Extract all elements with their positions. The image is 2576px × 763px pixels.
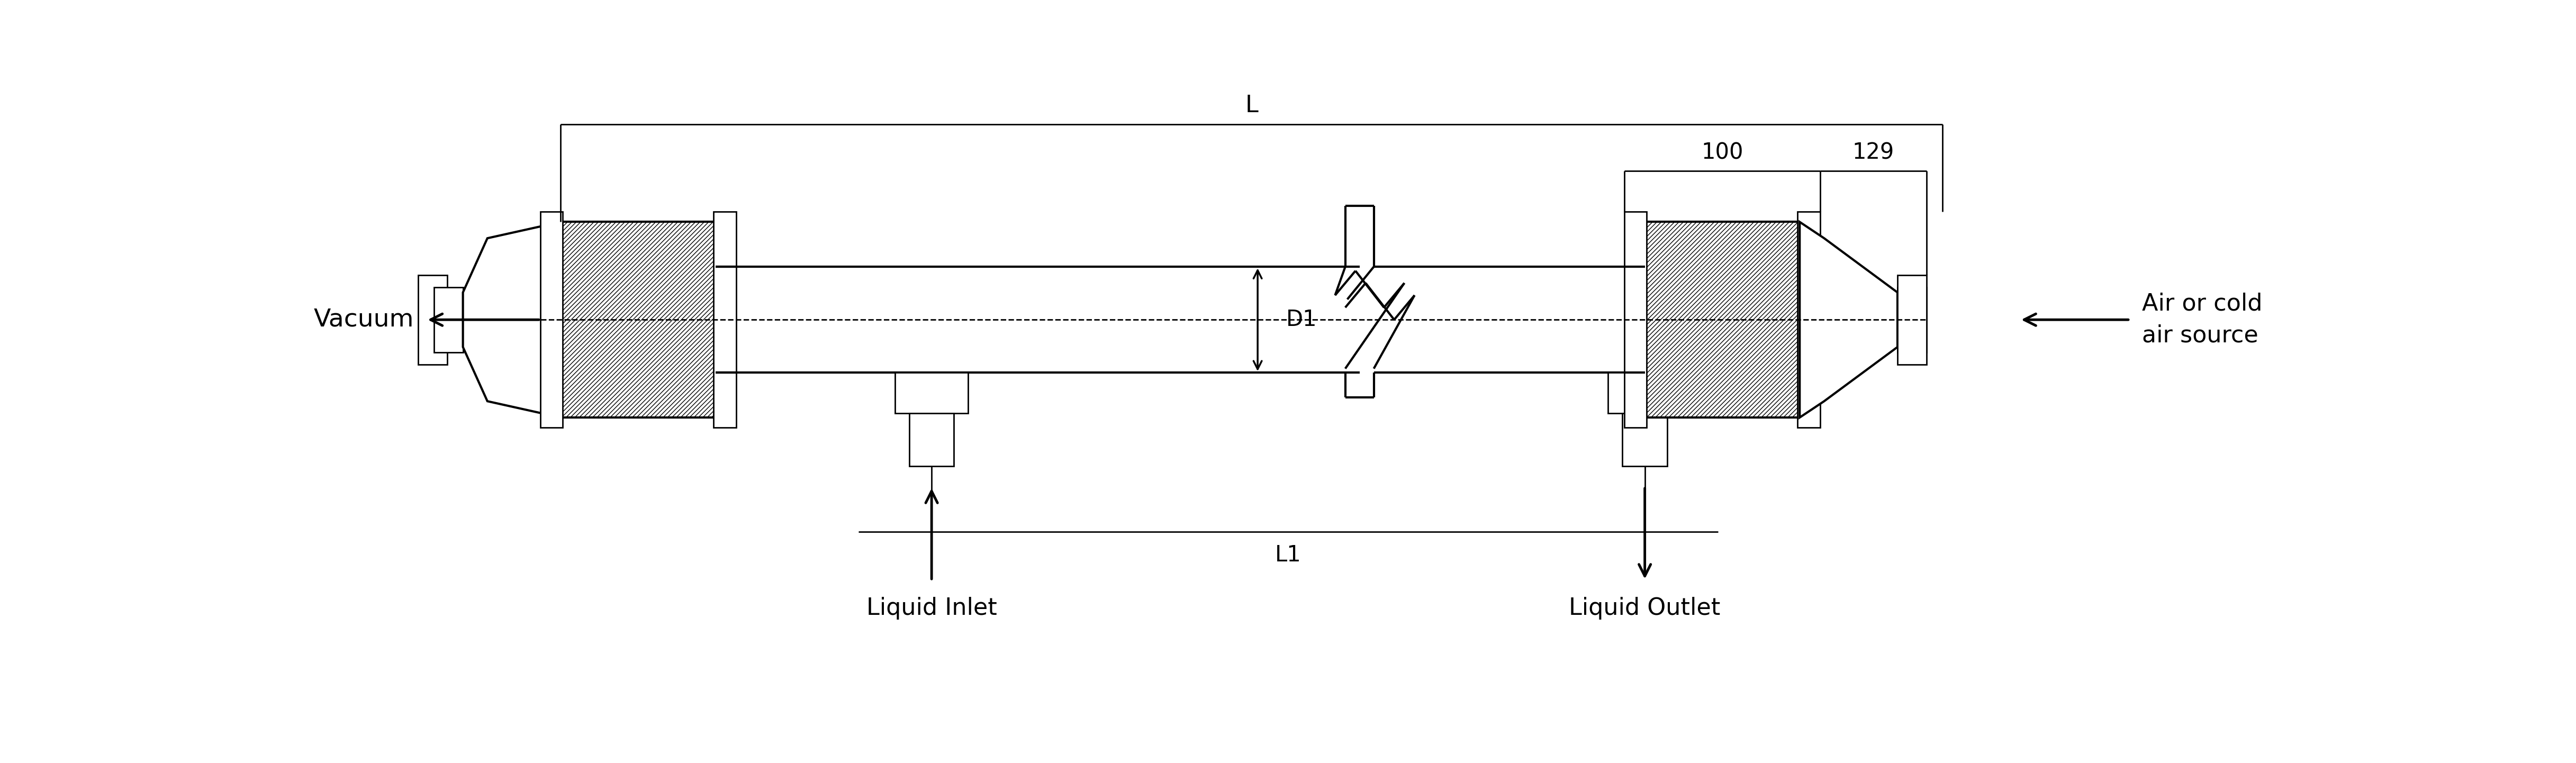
Bar bbox=[1646, 222, 1801, 417]
Polygon shape bbox=[464, 222, 562, 417]
Bar bbox=[1607, 372, 1682, 414]
Text: Vacuum: Vacuum bbox=[314, 307, 415, 332]
Text: 129: 129 bbox=[1852, 141, 1893, 164]
Bar bbox=[1798, 212, 1821, 428]
Text: Air or cold
air source: Air or cold air source bbox=[2143, 292, 2262, 347]
Text: L1: L1 bbox=[1275, 544, 1301, 566]
Bar bbox=[562, 222, 716, 417]
Bar bbox=[714, 212, 737, 428]
Bar bbox=[1623, 414, 1667, 466]
Bar bbox=[894, 372, 969, 414]
Bar bbox=[909, 414, 953, 466]
Bar bbox=[1899, 275, 1927, 365]
Bar bbox=[1899, 287, 1927, 353]
Text: L: L bbox=[1244, 94, 1257, 117]
Polygon shape bbox=[1801, 222, 1899, 417]
Text: D1: D1 bbox=[1285, 308, 1316, 331]
Bar bbox=[417, 275, 448, 365]
Bar bbox=[541, 212, 562, 428]
Bar bbox=[1625, 212, 1646, 428]
Text: 100: 100 bbox=[1700, 141, 1744, 164]
Bar bbox=[433, 287, 464, 353]
Text: Liquid Outlet: Liquid Outlet bbox=[1569, 597, 1721, 620]
Text: Liquid Inlet: Liquid Inlet bbox=[866, 597, 997, 620]
